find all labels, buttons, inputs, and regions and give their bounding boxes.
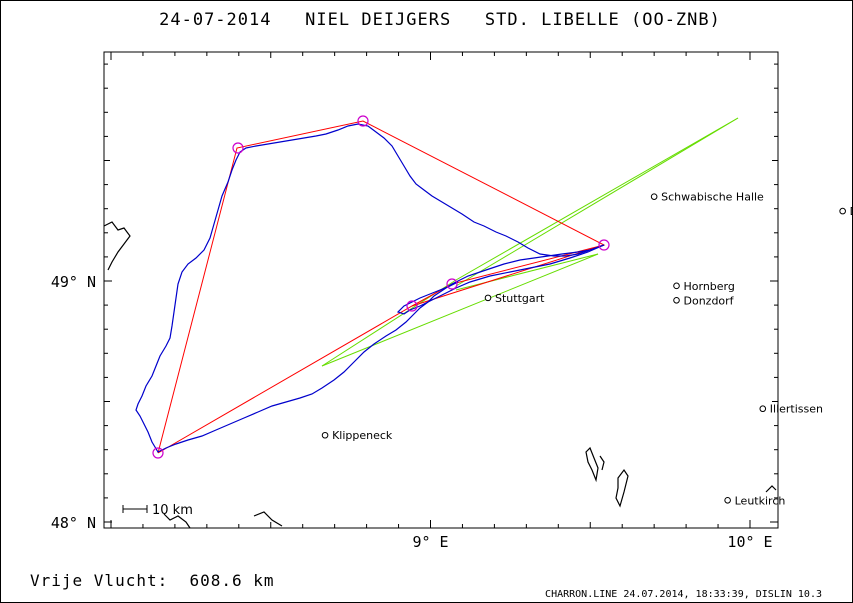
city-marker-icon <box>321 431 329 439</box>
footer-text: CHARRON.LINE 24.07.2014, 18:33:39, DISLI… <box>545 589 822 600</box>
city-hornberg: Hornberg <box>673 280 735 293</box>
lake-outline-bodensee <box>253 511 283 527</box>
scale-bar: 10 km <box>122 503 193 518</box>
sector-line-lower <box>321 253 599 367</box>
turnpoint-icon <box>406 300 418 312</box>
city-label: Hornberg <box>684 280 735 293</box>
city-marker-icon <box>759 405 767 413</box>
distance-text: Vrije Vlucht: 608.6 km <box>30 571 275 590</box>
lake-outline-bottom <box>163 513 191 529</box>
city-label: Schwabische Halle <box>661 191 764 204</box>
city-label: Donzdorf <box>684 294 735 307</box>
city-donzdorf: Donzdorf <box>673 294 735 307</box>
city-markers: NurnbergSchwabische HalleDinkelsbuhlHorn… <box>321 191 853 507</box>
x-axis-label: 10° E <box>727 533 772 551</box>
city-label: Illertissen <box>770 403 823 416</box>
lake-outline-left <box>103 221 131 271</box>
city-label: Dinkelsbuhl <box>850 205 853 218</box>
y-axis-label: 48° N <box>51 514 96 532</box>
map-title: 24-07-2014 NIEL DEIJGERS STD. LIBELLE (O… <box>159 10 721 30</box>
city-klippeneck: Klippeneck <box>321 429 393 442</box>
x-axis-label: 9° E <box>412 533 448 551</box>
turnpoint-icon <box>598 239 610 251</box>
turnpoint-icon <box>357 115 369 127</box>
city-stuttgart: Stuttgart <box>484 292 545 305</box>
geography-outlines <box>103 221 777 529</box>
city-marker-icon <box>650 193 658 200</box>
turnpoint-markers <box>152 115 610 459</box>
city-marker-icon <box>724 497 731 504</box>
city-label: Leutkirch <box>735 494 786 507</box>
city-label: Klippeneck <box>332 429 393 442</box>
y-axis-label: 49° N <box>51 273 96 291</box>
sector-line-upper <box>321 117 739 367</box>
city-leutkirch: Leutkirch <box>724 494 786 507</box>
axis-ticks <box>104 52 778 528</box>
axis-labels: 9° E10° E11° E12° E49° N48° N <box>51 273 773 551</box>
city-dinkelsbuhl: Dinkelsbuhl <box>839 205 853 218</box>
task-route <box>157 120 606 454</box>
city-marker-icon <box>839 207 846 215</box>
map-plot: NurnbergSchwabische HalleDinkelsbuhlHorn… <box>103 51 853 529</box>
plot-frame <box>103 51 779 529</box>
scale-bar-label: 10 km <box>152 503 193 518</box>
city-schwabische-halle: Schwabische Halle <box>650 191 764 204</box>
lake-outline-chiemsee <box>585 446 599 483</box>
lake-outline-small <box>599 455 605 471</box>
flight-track <box>135 123 605 453</box>
lake-outline-south <box>615 468 629 508</box>
city-label: Stuttgart <box>495 292 545 305</box>
sector-line-outer <box>455 117 739 287</box>
turnpoint-icon <box>232 142 244 154</box>
city-marker-icon <box>673 296 680 304</box>
turnpoint-icon <box>152 447 164 459</box>
city-marker-icon <box>484 294 492 302</box>
city-marker-icon <box>673 282 680 290</box>
flight-track-return <box>396 244 605 315</box>
turnpoint-icon <box>446 278 458 290</box>
city-illertissen: Illertissen <box>759 403 823 416</box>
lake-outline-right <box>765 485 777 493</box>
